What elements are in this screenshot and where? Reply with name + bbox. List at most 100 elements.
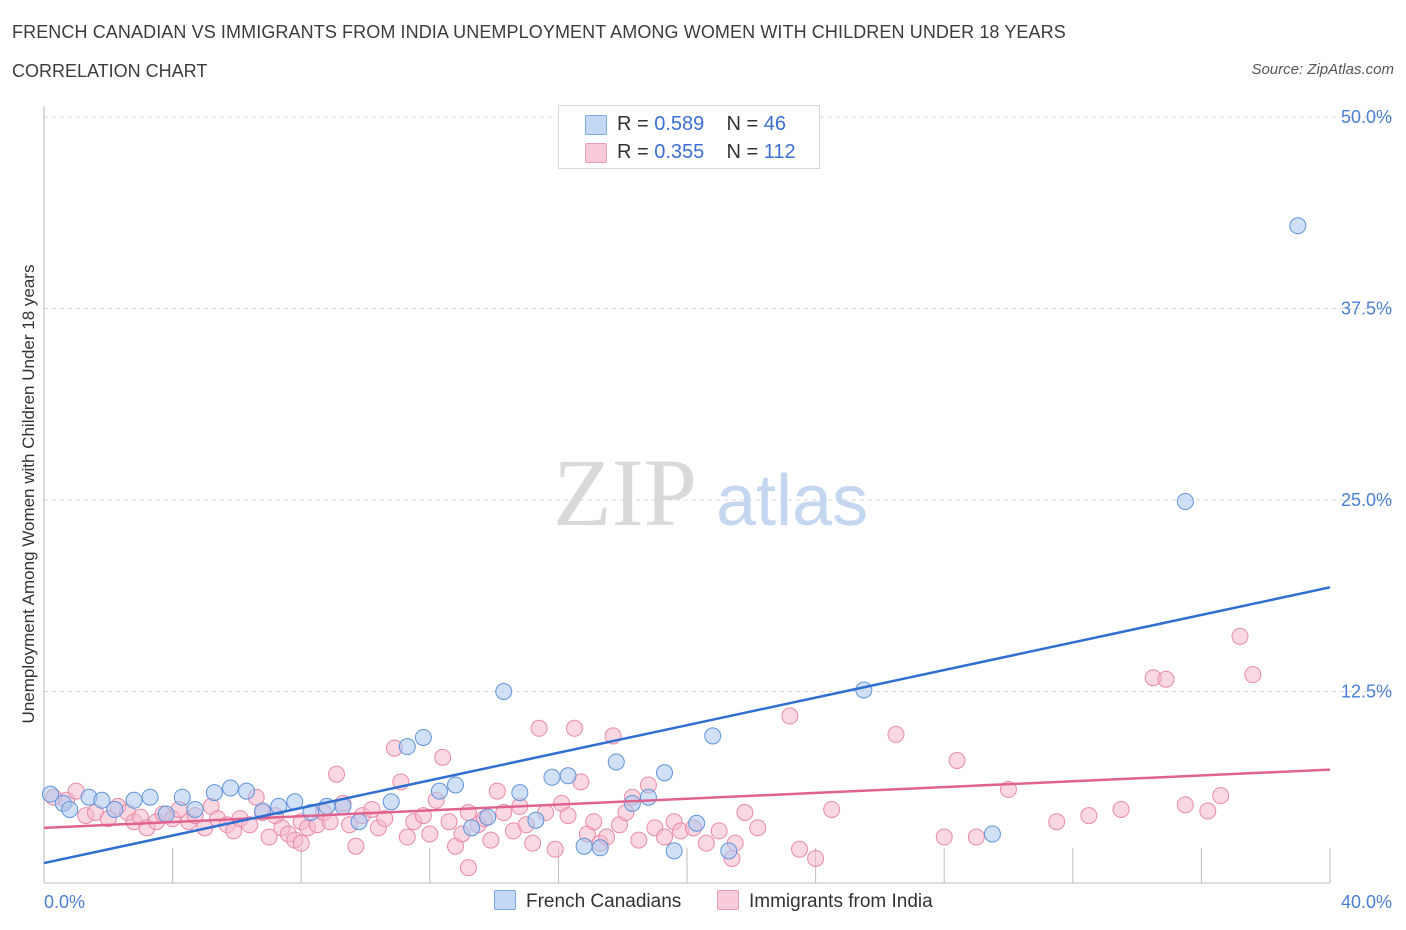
data-point bbox=[887, 725, 905, 743]
data-point bbox=[543, 768, 561, 786]
data-point bbox=[350, 813, 368, 831]
data-point bbox=[585, 813, 603, 831]
data-point bbox=[1244, 666, 1262, 684]
y-axis-label: Unemployment Among Women with Children U… bbox=[19, 265, 38, 724]
data-point bbox=[61, 800, 79, 818]
data-point bbox=[488, 782, 506, 800]
watermark-atlas: atlas bbox=[716, 461, 868, 541]
chart-title: FRENCH CANADIAN VS IMMIGRANTS FROM INDIA… bbox=[12, 22, 1066, 42]
data-point bbox=[823, 800, 841, 818]
data-point bbox=[430, 782, 448, 800]
legend: R = 0.589 N = 46 R = 0.355 N = 112 bbox=[558, 105, 820, 169]
data-point bbox=[665, 842, 683, 860]
data-point bbox=[434, 748, 452, 766]
data-point bbox=[935, 828, 953, 846]
data-point bbox=[749, 819, 767, 837]
data-point bbox=[791, 840, 809, 858]
bottom-legend-swatch-india bbox=[717, 890, 739, 910]
data-point bbox=[607, 753, 625, 771]
data-point bbox=[421, 825, 439, 843]
data-point bbox=[125, 791, 143, 809]
data-point bbox=[1212, 787, 1230, 805]
data-point bbox=[1080, 807, 1098, 825]
legend-n-value: 112 bbox=[763, 141, 796, 163]
grid-lines bbox=[44, 116, 1392, 692]
data-point bbox=[1231, 627, 1249, 645]
data-point bbox=[205, 784, 223, 802]
data-point bbox=[347, 837, 365, 855]
data-point bbox=[376, 810, 394, 828]
bottom-legend-swatch-french bbox=[494, 890, 516, 910]
legend-r-label: R = bbox=[617, 141, 649, 163]
watermark-zip: ZIP bbox=[553, 439, 697, 546]
data-point bbox=[1289, 217, 1307, 235]
data-point bbox=[1048, 813, 1066, 831]
trend-lines bbox=[43, 586, 1331, 865]
data-point bbox=[173, 788, 191, 806]
legend-swatch-french bbox=[585, 115, 607, 135]
data-point bbox=[157, 805, 175, 823]
data-point bbox=[1176, 493, 1194, 511]
data-point bbox=[710, 822, 728, 840]
data-point bbox=[807, 849, 825, 867]
x-tick-label: 40.0% bbox=[1341, 892, 1392, 912]
source-label: Source: ZipAtlas.com bbox=[1251, 61, 1394, 78]
data-point bbox=[591, 839, 609, 857]
data-point bbox=[524, 834, 542, 852]
data-point bbox=[688, 814, 706, 832]
data-point bbox=[292, 834, 310, 852]
data-point bbox=[655, 764, 673, 782]
data-point bbox=[967, 828, 985, 846]
trend-line-india bbox=[43, 768, 1331, 830]
data-point bbox=[260, 828, 278, 846]
chart-subtitle: CORRELATION CHART bbox=[12, 61, 208, 81]
data-point bbox=[623, 794, 641, 812]
data-point bbox=[720, 842, 738, 860]
legend-r-value: 0.355 bbox=[654, 141, 705, 163]
data-point bbox=[440, 813, 458, 831]
bottom-legend-label-india: Immigrants from India bbox=[749, 891, 933, 912]
data-point bbox=[530, 719, 548, 737]
legend-swatch-india bbox=[585, 143, 607, 163]
data-point bbox=[1199, 802, 1217, 820]
x-axis-ticks bbox=[172, 848, 1331, 883]
data-point bbox=[527, 811, 545, 829]
data-point bbox=[398, 828, 416, 846]
legend-n-label: N = bbox=[726, 113, 759, 135]
data-point bbox=[948, 751, 966, 769]
x-tick-label: 0.0% bbox=[44, 892, 85, 912]
data-point bbox=[495, 804, 513, 822]
data-point bbox=[697, 834, 715, 852]
y-tick-label: 12.5% bbox=[1341, 682, 1392, 702]
data-point bbox=[1157, 670, 1175, 688]
y-tick-label: 25.0% bbox=[1341, 490, 1392, 510]
data-point bbox=[447, 776, 465, 794]
y-tick-label: 50.0% bbox=[1341, 107, 1392, 127]
data-point bbox=[328, 765, 346, 783]
data-point bbox=[141, 788, 159, 806]
legend-n-label: N = bbox=[726, 141, 759, 163]
data-point bbox=[704, 727, 722, 745]
data-point bbox=[639, 788, 657, 806]
bottom-legend-label-french: French Canadians bbox=[526, 891, 682, 912]
data-point bbox=[655, 828, 673, 846]
data-point bbox=[482, 831, 500, 849]
data-point bbox=[382, 793, 400, 811]
bottom-legend-french: French Canadians bbox=[494, 890, 681, 913]
data-point bbox=[41, 785, 59, 803]
data-point bbox=[398, 738, 416, 756]
data-point bbox=[238, 782, 256, 800]
legend-r-value: 0.589 bbox=[654, 113, 705, 135]
data-point bbox=[495, 683, 513, 700]
data-point bbox=[479, 808, 497, 826]
data-point bbox=[1176, 796, 1194, 814]
data-point bbox=[463, 819, 481, 837]
watermark: ZIP atlas bbox=[553, 439, 868, 546]
india-points bbox=[45, 627, 1262, 877]
legend-r-label: R = bbox=[617, 113, 649, 135]
data-point bbox=[546, 840, 564, 858]
data-point bbox=[93, 791, 111, 809]
data-point bbox=[459, 859, 477, 877]
data-point bbox=[1112, 800, 1130, 818]
